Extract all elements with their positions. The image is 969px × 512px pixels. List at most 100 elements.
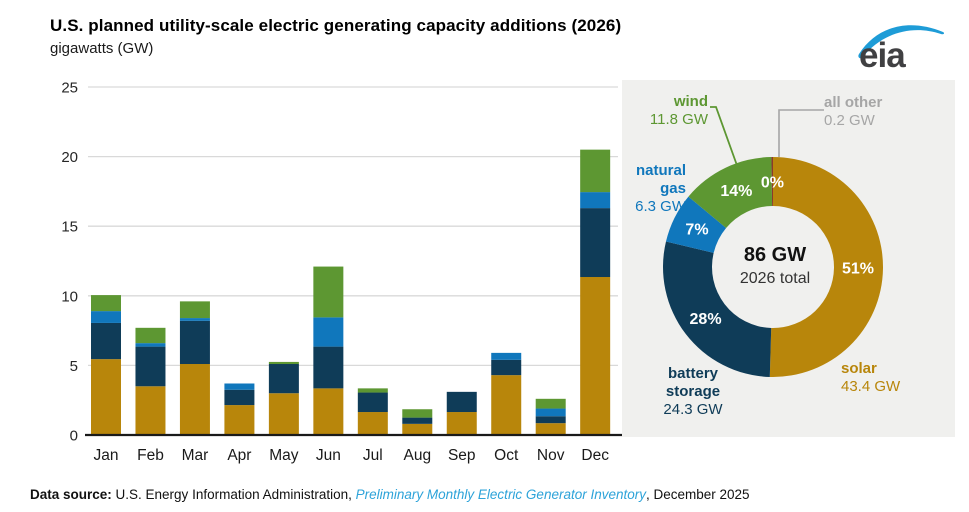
natural-gas-label: natural gas	[635, 162, 686, 197]
leader-line-wind	[710, 106, 740, 172]
bar-mar-wind	[179, 301, 210, 319]
bar-apr-solar	[224, 405, 255, 435]
bar-jul-wind	[357, 388, 388, 393]
total-gw-value: 86 GW	[743, 244, 807, 266]
bar-dec-battery-storage	[580, 208, 611, 278]
pct-label-solar: 51%	[842, 261, 874, 278]
bar-aug-solar	[402, 423, 433, 435]
donut-label-natural-gas: natural gas 6.3 GW	[622, 162, 686, 216]
x-tick-nov: Nov	[537, 447, 565, 464]
bar-apr-battery-storage	[224, 389, 255, 406]
bar-mar-solar	[179, 364, 210, 435]
eia-logo-text: eia	[859, 36, 906, 72]
donut-slice-wind	[688, 157, 773, 228]
chart-units-subtitle: gigawatts (GW)	[50, 40, 154, 57]
bar-nov-natural-gas	[535, 408, 566, 417]
donut-slice-battery-storage	[663, 241, 772, 377]
bar-jan-battery-storage	[91, 322, 121, 360]
x-tick-feb: Feb	[137, 447, 164, 464]
bar-feb-solar	[135, 386, 166, 435]
bar-jul-solar	[357, 412, 388, 435]
bar-may-battery-storage	[268, 364, 299, 394]
all-other-value: 0.2 GW	[824, 112, 875, 129]
x-tick-jul: Jul	[363, 447, 383, 464]
pct-label-natural-gas: 7%	[685, 221, 708, 238]
data-source-suffix: , December 2025	[646, 487, 750, 502]
donut-label-all-other: all other 0.2 GW	[824, 94, 934, 130]
wind-label: wind	[673, 93, 708, 110]
y-tick-20: 20	[61, 149, 78, 166]
bar-dec-solar	[580, 277, 611, 435]
bar-dec-natural-gas	[580, 192, 611, 209]
x-tick-jan: Jan	[94, 447, 119, 464]
bar-jan-wind	[91, 295, 121, 312]
data-source-label: Data source:	[30, 487, 112, 502]
bar-chart: 0 5 10 15 20 25 Jan Feb Mar Apr May Jun Jul Aug Sep Oct…	[61, 80, 623, 464]
donut-label-solar: solar 43.4 GW	[841, 360, 951, 396]
x-tick-jun: Jun	[316, 447, 341, 464]
bar-sep-solar	[446, 412, 477, 435]
solar-label: solar	[841, 360, 877, 377]
x-tick-dec: Dec	[581, 447, 609, 464]
bar-aug-wind	[402, 409, 433, 418]
y-tick-15: 15	[61, 219, 78, 236]
bar-oct-natural-gas	[491, 352, 522, 360]
leader-line-all-other	[778, 109, 824, 157]
bar-feb-natural-gas	[135, 343, 166, 347]
data-source-text: U.S. Energy Information Administration,	[111, 487, 356, 502]
y-tick-5: 5	[70, 358, 78, 375]
bar-sep-battery-storage	[446, 391, 477, 413]
donut-slice-solar	[769, 157, 883, 377]
bar-may-wind	[268, 361, 299, 365]
donut-slice-natural-gas	[665, 196, 727, 253]
x-tick-aug: Aug	[403, 447, 431, 464]
bar-feb-wind	[135, 327, 166, 344]
eia-swoosh-icon	[858, 25, 945, 59]
bar-oct-battery-storage	[491, 359, 522, 376]
x-tick-mar: Mar	[182, 447, 209, 464]
bar-may-solar	[268, 393, 299, 435]
bar-jan-solar	[91, 359, 121, 435]
bar-jun-natural-gas	[313, 317, 344, 347]
x-tick-sep: Sep	[448, 447, 476, 464]
battery-storage-value: 24.3 GW	[663, 401, 723, 418]
page-title: U.S. planned utility-scale electric gene…	[50, 16, 622, 35]
natural-gas-value: 6.3 GW	[635, 198, 686, 215]
pct-label-wind: 14%	[720, 183, 752, 200]
eia-logo: eia	[858, 25, 945, 72]
bar-nov-wind	[535, 398, 566, 409]
x-tick-may: May	[269, 447, 299, 464]
bar-mar-natural-gas	[179, 318, 210, 321]
header: U.S. planned utility-scale electric gene…	[50, 16, 621, 57]
solar-value: 43.4 GW	[841, 378, 901, 395]
pct-label-all-other: 0%	[761, 175, 784, 192]
wind-value: 11.8 GW	[649, 111, 708, 128]
donut-center-total: 86 GW 2026 total	[705, 244, 845, 288]
bar-aug-battery-storage	[402, 417, 433, 424]
bar-jun-battery-storage	[313, 346, 344, 389]
total-gw-subtitle: 2026 total	[739, 270, 811, 287]
bar-jul-battery-storage	[357, 392, 388, 413]
donut-chart: 51% 28% 7% 14% 0%	[663, 106, 883, 377]
bar-jun-solar	[313, 388, 344, 435]
donut-panel: 51% 28% 7% 14% 0% wind 11.8 GW all other 0.2…	[622, 80, 955, 437]
bar-feb-battery-storage	[135, 346, 166, 387]
battery-storage-label: battery storage	[665, 365, 721, 400]
x-tick-oct: Oct	[494, 447, 519, 464]
bar-mar-battery-storage	[179, 320, 210, 365]
bar-jan-natural-gas	[91, 311, 121, 323]
bar-oct-solar	[491, 375, 522, 435]
donut-slice-all-other	[771, 157, 773, 207]
bar-jun-wind	[313, 266, 344, 318]
x-tick-apr: Apr	[227, 447, 251, 464]
donut-label-battery-storage: battery storage 24.3 GW	[639, 365, 747, 419]
y-tick-25: 25	[61, 80, 78, 97]
data-source-link[interactable]: Preliminary Monthly Electric Generator I…	[355, 487, 646, 502]
y-tick-10: 10	[61, 288, 78, 305]
donut-label-wind: wind 11.8 GW	[622, 93, 708, 129]
bar-nov-battery-storage	[535, 416, 566, 424]
pct-label-battery-storage: 28%	[690, 311, 722, 328]
y-tick-0: 0	[70, 428, 78, 445]
bar-dec-wind	[580, 149, 611, 193]
